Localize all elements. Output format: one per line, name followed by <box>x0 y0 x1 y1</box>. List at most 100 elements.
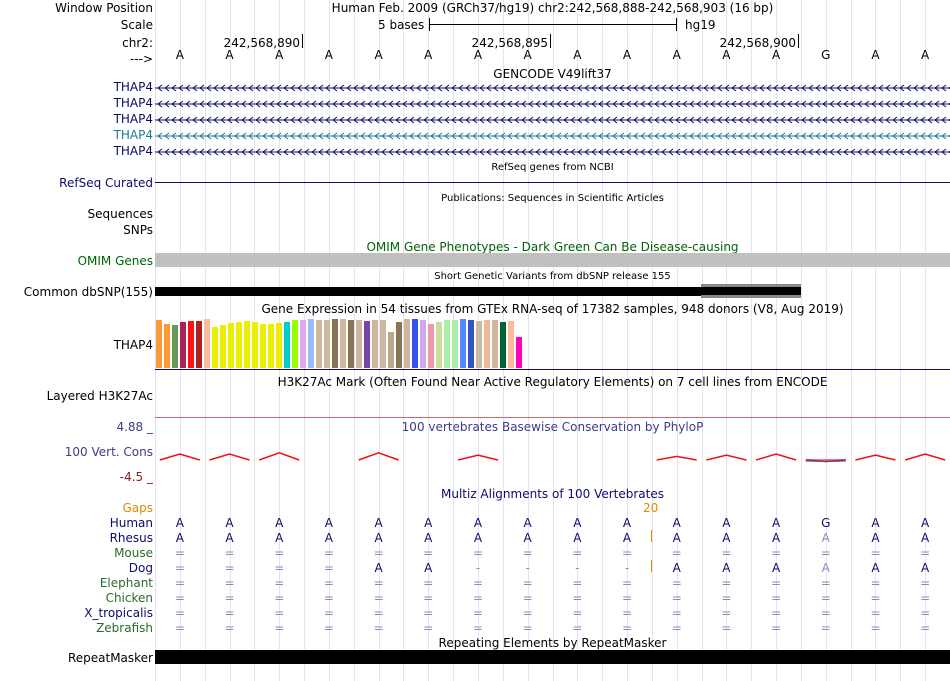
gtex-tissue-bar[interactable] <box>404 319 410 368</box>
gtex-tissue-bar[interactable] <box>508 321 514 368</box>
gtex-tissue-bar[interactable] <box>516 337 522 368</box>
gtex-tissue-bar[interactable] <box>252 322 258 368</box>
strand-arrow-icon <box>878 84 884 92</box>
gtex-tissue-bar[interactable] <box>356 320 362 368</box>
gtex-tissue-bar[interactable] <box>396 322 402 368</box>
strand-arrow-icon <box>892 132 898 140</box>
gencode-gene-label[interactable]: THAP4 <box>113 144 153 158</box>
gtex-tissue-bar[interactable] <box>204 319 210 368</box>
gtex-tissue-bar[interactable] <box>380 320 386 368</box>
gtex-tissue-bar[interactable] <box>164 324 170 368</box>
refseq-label[interactable]: RefSeq Curated <box>59 176 153 190</box>
dbsnp-feature-bar[interactable] <box>155 287 801 296</box>
gtex-tissue-bar[interactable] <box>444 320 450 368</box>
repeatmasker-feature-bar[interactable] <box>155 650 950 664</box>
gtex-title[interactable]: Gene Expression in 54 tissues from GTEx … <box>261 302 844 316</box>
multiz-gaps-label[interactable]: Gaps <box>122 501 153 515</box>
gtex-tissue-bar[interactable] <box>332 319 338 368</box>
publications-snps-label[interactable]: SNPs <box>123 223 153 237</box>
omim-label[interactable]: OMIM Genes <box>77 254 153 268</box>
gtex-tissue-bar[interactable] <box>300 320 306 368</box>
gtex-tissue-bar[interactable] <box>452 320 458 368</box>
gtex-tissue-bar[interactable] <box>284 322 290 368</box>
gencode-gene-feature[interactable] <box>155 98 950 110</box>
gencode-gene-label[interactable]: THAP4 <box>113 128 153 142</box>
gtex-tissue-bar[interactable] <box>292 320 298 368</box>
gtex-tissue-bar[interactable] <box>180 322 186 368</box>
multiz-species-label[interactable]: Elephant <box>99 576 153 590</box>
gtex-bar-chart[interactable] <box>155 316 555 368</box>
dbsnp-title[interactable]: Short Genetic Variants from dbSNP releas… <box>434 271 671 282</box>
gtex-tissue-bar[interactable] <box>372 320 378 368</box>
gtex-tissue-bar[interactable] <box>348 320 354 368</box>
refseq-title[interactable]: RefSeq genes from NCBI <box>491 162 614 173</box>
gtex-tissue-bar[interactable] <box>460 319 466 368</box>
gtex-tissue-bar[interactable] <box>228 323 234 368</box>
gtex-tissue-bar[interactable] <box>500 322 506 368</box>
multiz-species-label[interactable]: Rhesus <box>109 531 153 545</box>
multiz-species-label[interactable]: Dog <box>128 561 153 575</box>
strand-arrow-icon <box>360 148 366 156</box>
gencode-gene-feature[interactable] <box>155 114 950 126</box>
gtex-tissue-bar[interactable] <box>172 325 178 368</box>
gtex-tissue-bar[interactable] <box>468 320 474 368</box>
strand-arrow-icon <box>794 148 800 156</box>
gtex-tissue-bar[interactable] <box>244 321 250 368</box>
dbsnp-label[interactable]: Common dbSNP(155) <box>23 285 153 299</box>
gtex-tissue-bar[interactable] <box>412 319 418 368</box>
multiz-species-label[interactable]: Human <box>109 516 153 530</box>
repeatmasker-title[interactable]: Repeating Elements by RepeatMasker <box>438 636 667 650</box>
gencode-gene-label[interactable]: THAP4 <box>113 112 153 126</box>
strand-arrow-icon <box>906 132 912 140</box>
gtex-tissue-bar[interactable] <box>340 319 346 368</box>
gtex-tissue-bar[interactable] <box>260 324 266 368</box>
refseq-gene-line[interactable] <box>155 182 950 183</box>
strand-arrow-icon <box>570 116 576 124</box>
phylop-label[interactable]: 100 Vert. Cons <box>64 445 153 459</box>
phylop-max-label: 4.88 _ <box>116 420 153 434</box>
gtex-tissue-bar[interactable] <box>308 319 314 368</box>
repeatmasker-label[interactable]: RepeatMasker <box>67 651 153 665</box>
omim-feature-bar[interactable] <box>155 253 950 267</box>
phylop-wiggle[interactable] <box>155 440 950 480</box>
gtex-tissue-bar[interactable] <box>268 324 274 368</box>
strand-arrow-icon <box>346 148 352 156</box>
gtex-tissue-bar[interactable] <box>428 324 434 368</box>
multiz-species-label[interactable]: Mouse <box>114 546 153 560</box>
gtex-tissue-bar[interactable] <box>476 321 482 368</box>
gtex-tissue-bar[interactable] <box>196 321 202 368</box>
gtex-tissue-bar[interactable] <box>276 323 282 368</box>
gencode-gene-label[interactable]: THAP4 <box>113 80 153 94</box>
h3k27ac-title[interactable]: H3K27Ac Mark (Often Found Near Active Re… <box>277 375 828 389</box>
gtex-tissue-bar[interactable] <box>236 322 242 368</box>
multiz-species-label[interactable]: X_tropicalis <box>84 606 153 620</box>
gtex-tissue-bar[interactable] <box>484 320 490 368</box>
gencode-gene-feature[interactable] <box>155 82 950 94</box>
gencode-gene-feature[interactable] <box>155 130 950 142</box>
omim-title[interactable]: OMIM Gene Phenotypes - Dark Green Can Be… <box>366 240 739 254</box>
publications-title[interactable]: Publications: Sequences in Scientific Ar… <box>441 193 664 204</box>
multiz-title[interactable]: Multiz Alignments of 100 Vertebrates <box>440 487 665 501</box>
gtex-tissue-bar[interactable] <box>188 321 194 368</box>
gtex-tissue-bar[interactable] <box>324 320 330 368</box>
gtex-tissue-bar[interactable] <box>420 320 426 368</box>
strand-arrow-icon <box>241 84 247 92</box>
gtex-tissue-bar[interactable] <box>156 320 162 368</box>
gtex-label[interactable]: THAP4 <box>113 338 153 352</box>
multiz-species-label[interactable]: Chicken <box>105 591 153 605</box>
h3k27ac-label[interactable]: Layered H3K27Ac <box>46 389 153 403</box>
gtex-tissue-bar[interactable] <box>388 332 394 368</box>
gtex-tissue-bar[interactable] <box>364 321 370 368</box>
gtex-tissue-bar[interactable] <box>492 320 498 368</box>
gtex-tissue-bar[interactable] <box>436 322 442 368</box>
gtex-tissue-bar[interactable] <box>212 327 218 368</box>
dbsnp-feature-gray-core[interactable] <box>701 287 801 295</box>
gencode-gene-feature[interactable] <box>155 146 950 158</box>
gencode-title[interactable]: GENCODE V49lift37 <box>493 67 612 81</box>
gencode-gene-label[interactable]: THAP4 <box>113 96 153 110</box>
multiz-species-label[interactable]: Zebrafish <box>96 621 153 635</box>
gtex-tissue-bar[interactable] <box>316 320 322 368</box>
phylop-title[interactable]: 100 vertebrates Basewise Conservation by… <box>401 420 704 434</box>
publications-sequences-label[interactable]: Sequences <box>87 207 153 221</box>
gtex-tissue-bar[interactable] <box>220 325 226 368</box>
